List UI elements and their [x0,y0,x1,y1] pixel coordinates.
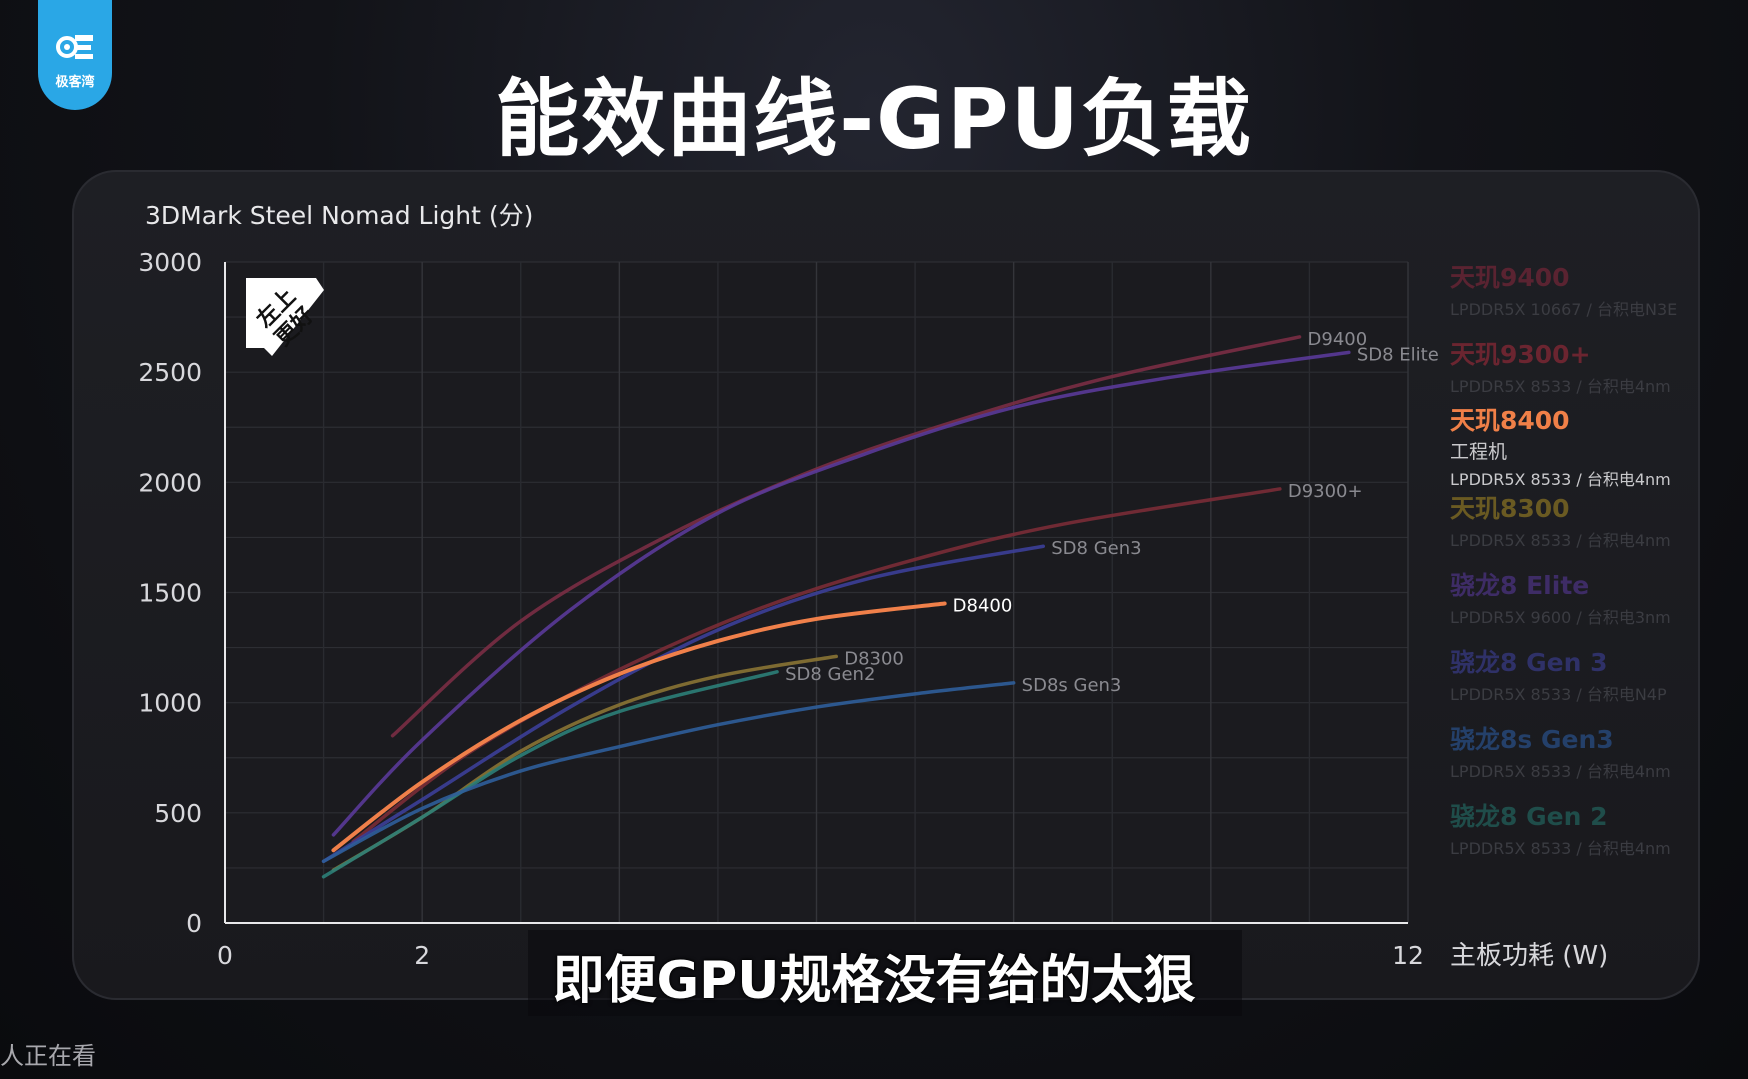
legend-subtext: LPDDR5X 8533 / 台积电4nm [1450,377,1671,396]
legend-item: 天玑8300 LPDDR5X 8533 / 台积电4nm [1450,489,1671,551]
legend-item: 骁龙8 Elite LPDDR5X 9600 / 台积电3nm [1450,566,1671,628]
gear-logo-icon [56,34,93,59]
legend-item: 天玑9400 LPDDR5X 10667 / 台积电N3E [1450,258,1677,320]
series-line-sd8-gen2 [321,670,779,879]
legend-subtext: LPDDR5X 10667 / 台积电N3E [1450,300,1678,319]
legend-subtext: LPDDR5X 8533 / 台积电N4P [1450,685,1667,704]
legend-note: 工程机 [1450,441,1508,463]
page-title: 能效曲线-GPU负载 [495,70,1253,168]
legend-item: 天玑9300+ LPDDR5X 8533 / 台积电4nm [1450,335,1671,397]
legend-name: 天玑9400 [1450,263,1570,292]
legend-item: 骁龙8 Gen 3 LPDDR5X 8533 / 台积电N4P [1450,643,1667,705]
legend-subtext: LPDDR5X 8533 / 台积电4nm [1450,762,1671,781]
series-label-sd8-elite: SD8 Elite [1357,344,1439,365]
x-tick-label: 12 [1392,941,1424,970]
series-line-d9400 [390,335,1302,738]
badge-arrow-shape [246,278,324,356]
y-tick-label: 1500 [138,579,202,608]
y-tick-label: 1000 [138,689,202,718]
brand-logo: 极客湾 [38,0,112,110]
chart-title: 3DMark Steel Nomad Light (分) [145,201,534,230]
series-label-d9400: D9400 [1308,329,1368,350]
x-tick-label: 2 [414,941,430,970]
legend-item: 骁龙8s Gen3 LPDDR5X 8533 / 台积电4nm [1450,720,1671,782]
logo-text: 极客湾 [55,74,95,90]
series-label-d9300-: D9300+ [1288,481,1363,502]
legend-name: 骁龙8 Elite [1450,571,1590,600]
subtitle-backdrop [528,930,1242,1016]
legend-item: 骁龙8 Gen 2 LPDDR5X 8533 / 台积电4nm [1450,797,1671,859]
video-subtitle: 即便GPU规格没有给的太狠 [552,951,1196,1011]
legend-name: 骁龙8s Gen3 [1450,725,1614,754]
series-label-d8400: D8400 [953,596,1013,617]
legend-name: 骁龙8 Gen 3 [1450,648,1608,677]
series-label-sd8s-gen3: SD8s Gen3 [1022,675,1122,696]
viewers-count-text: 人正在看 [0,1042,96,1070]
x-tick-label: 0 [217,941,233,970]
legend-subtext: LPDDR5X 8533 / 台积电4nm [1450,470,1671,489]
legend-name: 天玑8400 [1450,406,1570,435]
legend-name: 天玑9300+ [1450,340,1591,369]
series-label-d8300: D8300 [844,648,904,669]
y-tick-label: 0 [186,909,202,938]
legend-subtext: LPDDR5X 8533 / 台积电4nm [1450,531,1671,550]
y-tick-label: 2000 [138,468,202,497]
x-axis-title: 主板功耗 (W) [1450,941,1608,971]
legend-item: 天玑8400 工程机 LPDDR5X 8533 / 台积电4nm [1450,401,1671,490]
y-tick-label: 3000 [138,248,202,277]
legend-subtext: LPDDR5X 8533 / 台积电4nm [1450,839,1671,858]
legend-name: 天玑8300 [1450,494,1570,523]
legend-name: 骁龙8 Gen 2 [1450,802,1608,831]
series-line-sd8-elite [331,350,1351,837]
better-corner-badge: 左上 更好 [246,278,324,356]
series-line-d8400 [331,601,947,853]
y-tick-label: 500 [154,799,202,828]
series-line-sd8s-gen3 [321,681,1016,864]
series-label-sd8-gen2: SD8 Gen2 [785,664,875,685]
y-tick-label: 2500 [138,358,202,387]
series-label-sd8-gen3: SD8 Gen3 [1051,538,1141,559]
legend-subtext: LPDDR5X 9600 / 台积电3nm [1450,608,1671,627]
